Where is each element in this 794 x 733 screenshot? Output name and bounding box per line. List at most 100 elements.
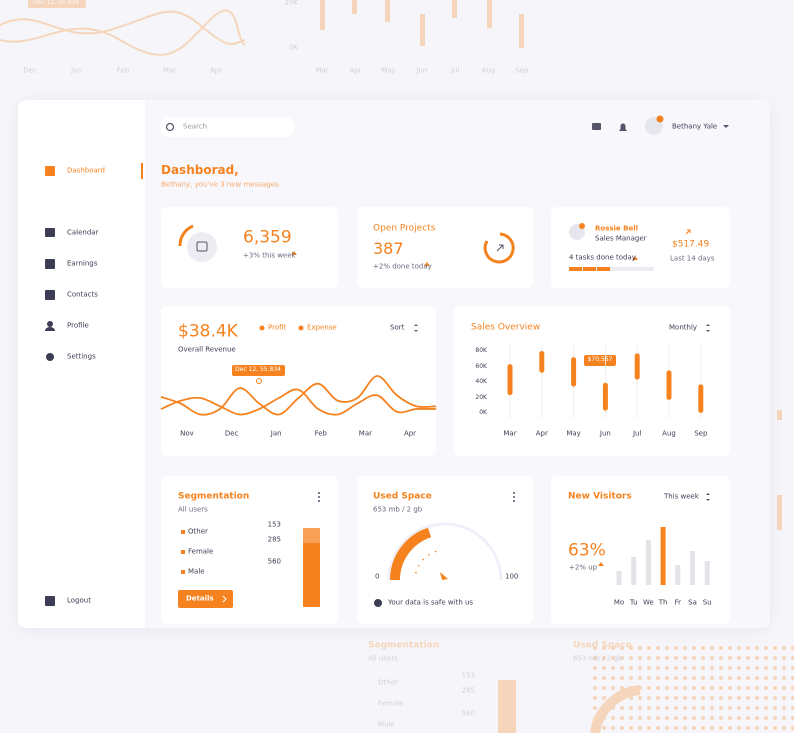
search-placeholder[interactable]: Search — [183, 122, 208, 131]
ghost-dot — [719, 686, 723, 690]
menu-item[interactable]: Profile — [67, 321, 89, 330]
sort[interactable]: Sort — [390, 323, 405, 332]
ghost-dot — [647, 686, 651, 690]
ghost-month: Apr — [349, 66, 362, 75]
ghost-dot — [737, 666, 741, 670]
ghost-dot — [629, 696, 633, 700]
menu-item[interactable]: Settings — [67, 352, 96, 361]
ghost-dot — [611, 656, 615, 660]
ghost-month: Mar — [162, 66, 177, 75]
legend-label: Profit — [268, 323, 287, 332]
ghost-dot — [620, 676, 624, 680]
revenue-amount: $38.4K — [178, 321, 238, 342]
ghost-dot — [611, 646, 615, 650]
ghost-dot — [773, 726, 777, 730]
gauge-tick — [427, 553, 430, 556]
ghost-dot — [674, 676, 678, 680]
ghost-dot — [728, 686, 732, 690]
ghost-dot — [773, 666, 777, 670]
ghost-dot — [674, 656, 678, 660]
sort-icon[interactable] — [706, 493, 710, 501]
gauge-tick — [417, 564, 420, 567]
ghost-dot — [674, 726, 678, 730]
ghost-dot — [701, 646, 705, 650]
period[interactable]: This week — [664, 492, 699, 501]
details-button[interactable] — [178, 590, 233, 608]
ghost-dot — [746, 656, 750, 660]
period[interactable]: Monthly — [669, 323, 698, 332]
visitor-bar — [660, 527, 666, 585]
ghost-dot — [782, 716, 786, 720]
ghost-dot — [656, 706, 660, 710]
more-icon[interactable] — [318, 492, 320, 502]
ghost-dot — [674, 646, 678, 650]
ghost-dot — [710, 696, 714, 700]
ghost-dot — [764, 666, 768, 670]
ghost-dot — [791, 696, 794, 700]
card — [551, 476, 730, 624]
ghost-dot — [692, 646, 696, 650]
x-tick-label: Th — [658, 598, 668, 607]
legend-label: Male — [188, 567, 205, 576]
ghost-line — [0, 9, 246, 56]
ghost-dot — [719, 646, 723, 650]
x-tick-label: Apr — [535, 429, 548, 438]
user-name[interactable]: Bethany Yale — [672, 122, 718, 131]
gauge-max: 100 — [505, 572, 519, 581]
ghost-month: Feb — [116, 66, 130, 75]
ghost-dot — [656, 656, 660, 660]
tooltip-label: Dec 12, 55.834 — [235, 366, 281, 373]
ghost-dot — [692, 696, 696, 700]
legend-label: Expense — [307, 323, 337, 332]
ghost-dot — [791, 676, 794, 680]
ghost-dot — [773, 696, 777, 700]
gauge-track — [387, 522, 503, 581]
ghost-dot — [773, 676, 777, 680]
menu-item[interactable]: Dashboard — [67, 166, 105, 175]
x-tick-label: We — [642, 598, 654, 607]
ghost-dot — [638, 716, 642, 720]
menu-item[interactable]: Calendar — [67, 228, 99, 237]
caret[interactable] — [723, 125, 729, 128]
ghost-dot — [737, 686, 741, 690]
gauge-needle — [440, 572, 448, 580]
ghost-dot — [629, 726, 633, 730]
candle — [571, 357, 577, 387]
ghost-dot — [782, 706, 786, 710]
message-icon[interactable] — [592, 123, 601, 130]
sort-icon[interactable] — [706, 324, 710, 332]
ghost-dot — [647, 696, 651, 700]
ghost-dot — [746, 696, 750, 700]
sort-icon[interactable] — [414, 324, 418, 332]
ghost-dot — [773, 716, 777, 720]
ghost-dot — [674, 696, 678, 700]
ghost-dot — [719, 706, 723, 710]
menu-icon[interactable] — [45, 166, 55, 176]
button-label[interactable]: Details — [186, 594, 214, 603]
bell-icon[interactable] — [619, 123, 627, 132]
logout[interactable]: Logout — [67, 596, 91, 605]
ghost-dot — [647, 656, 651, 660]
ghost-line — [0, 10, 246, 46]
ghost-tick: 20K — [284, 0, 299, 7]
ghost-dot — [593, 656, 597, 660]
menu-item[interactable]: Contacts — [67, 290, 98, 299]
revenue-subtitle: Overall Revenue — [178, 345, 236, 354]
tooltip — [584, 355, 616, 366]
ghost-subtitle: All users — [368, 654, 398, 663]
ghost-dot — [683, 706, 687, 710]
visitor-bar — [631, 557, 637, 585]
amount: $517.49 — [672, 239, 710, 250]
ghost-value: 285 — [461, 686, 475, 695]
more-icon[interactable] — [513, 492, 515, 502]
x-tick-label: Nov — [180, 429, 194, 438]
revenue-line — [160, 388, 437, 416]
card — [551, 207, 730, 288]
search-box[interactable] — [160, 117, 295, 137]
ghost-dot — [710, 646, 714, 650]
menu-item[interactable]: Earnings — [67, 259, 98, 268]
ghost-dot — [656, 696, 660, 700]
up-icon — [424, 262, 430, 266]
